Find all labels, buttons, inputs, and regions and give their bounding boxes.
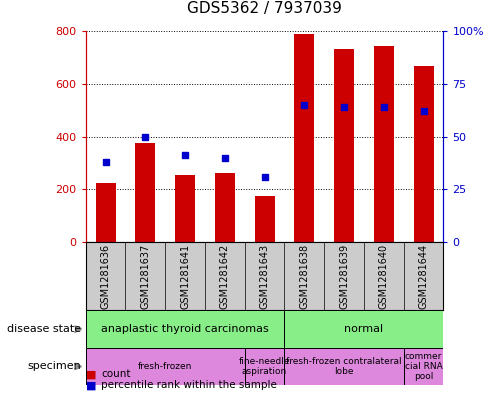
Bar bbox=[414, 66, 434, 242]
Text: GSM1281637: GSM1281637 bbox=[140, 244, 150, 309]
Bar bbox=[175, 174, 195, 242]
Text: count: count bbox=[101, 369, 131, 379]
Bar bbox=[245, 348, 285, 385]
Text: GSM1281644: GSM1281644 bbox=[418, 244, 429, 309]
Text: normal: normal bbox=[344, 324, 384, 334]
Text: fine-needle
aspiration: fine-needle aspiration bbox=[239, 357, 291, 376]
Text: GSM1281643: GSM1281643 bbox=[260, 244, 270, 309]
Bar bbox=[86, 310, 285, 348]
Text: fresh-frozen contralateral
lobe: fresh-frozen contralateral lobe bbox=[286, 357, 402, 376]
Text: disease state: disease state bbox=[7, 324, 81, 334]
Text: commer
cial RNA
pool: commer cial RNA pool bbox=[405, 352, 442, 381]
Bar bbox=[294, 34, 314, 242]
Text: GSM1281641: GSM1281641 bbox=[180, 244, 190, 309]
Text: ■: ■ bbox=[86, 369, 96, 379]
Bar bbox=[135, 143, 155, 242]
Text: fresh-frozen: fresh-frozen bbox=[138, 362, 193, 371]
Text: GSM1281638: GSM1281638 bbox=[299, 244, 309, 309]
Bar bbox=[96, 183, 116, 242]
Text: GSM1281636: GSM1281636 bbox=[100, 244, 111, 309]
Bar bbox=[285, 348, 404, 385]
Text: GSM1281642: GSM1281642 bbox=[220, 244, 230, 309]
Bar bbox=[215, 173, 235, 242]
Text: percentile rank within the sample: percentile rank within the sample bbox=[101, 380, 277, 390]
Text: GDS5362 / 7937039: GDS5362 / 7937039 bbox=[187, 1, 342, 16]
Bar bbox=[255, 196, 274, 242]
Text: ■: ■ bbox=[86, 380, 96, 390]
Bar bbox=[86, 348, 245, 385]
Text: anaplastic thyroid carcinomas: anaplastic thyroid carcinomas bbox=[101, 324, 269, 334]
Text: GSM1281640: GSM1281640 bbox=[379, 244, 389, 309]
Bar bbox=[404, 348, 443, 385]
Bar bbox=[334, 48, 354, 242]
Bar bbox=[374, 46, 394, 242]
Bar bbox=[285, 310, 443, 348]
Text: specimen: specimen bbox=[27, 362, 81, 371]
Text: GSM1281639: GSM1281639 bbox=[339, 244, 349, 309]
